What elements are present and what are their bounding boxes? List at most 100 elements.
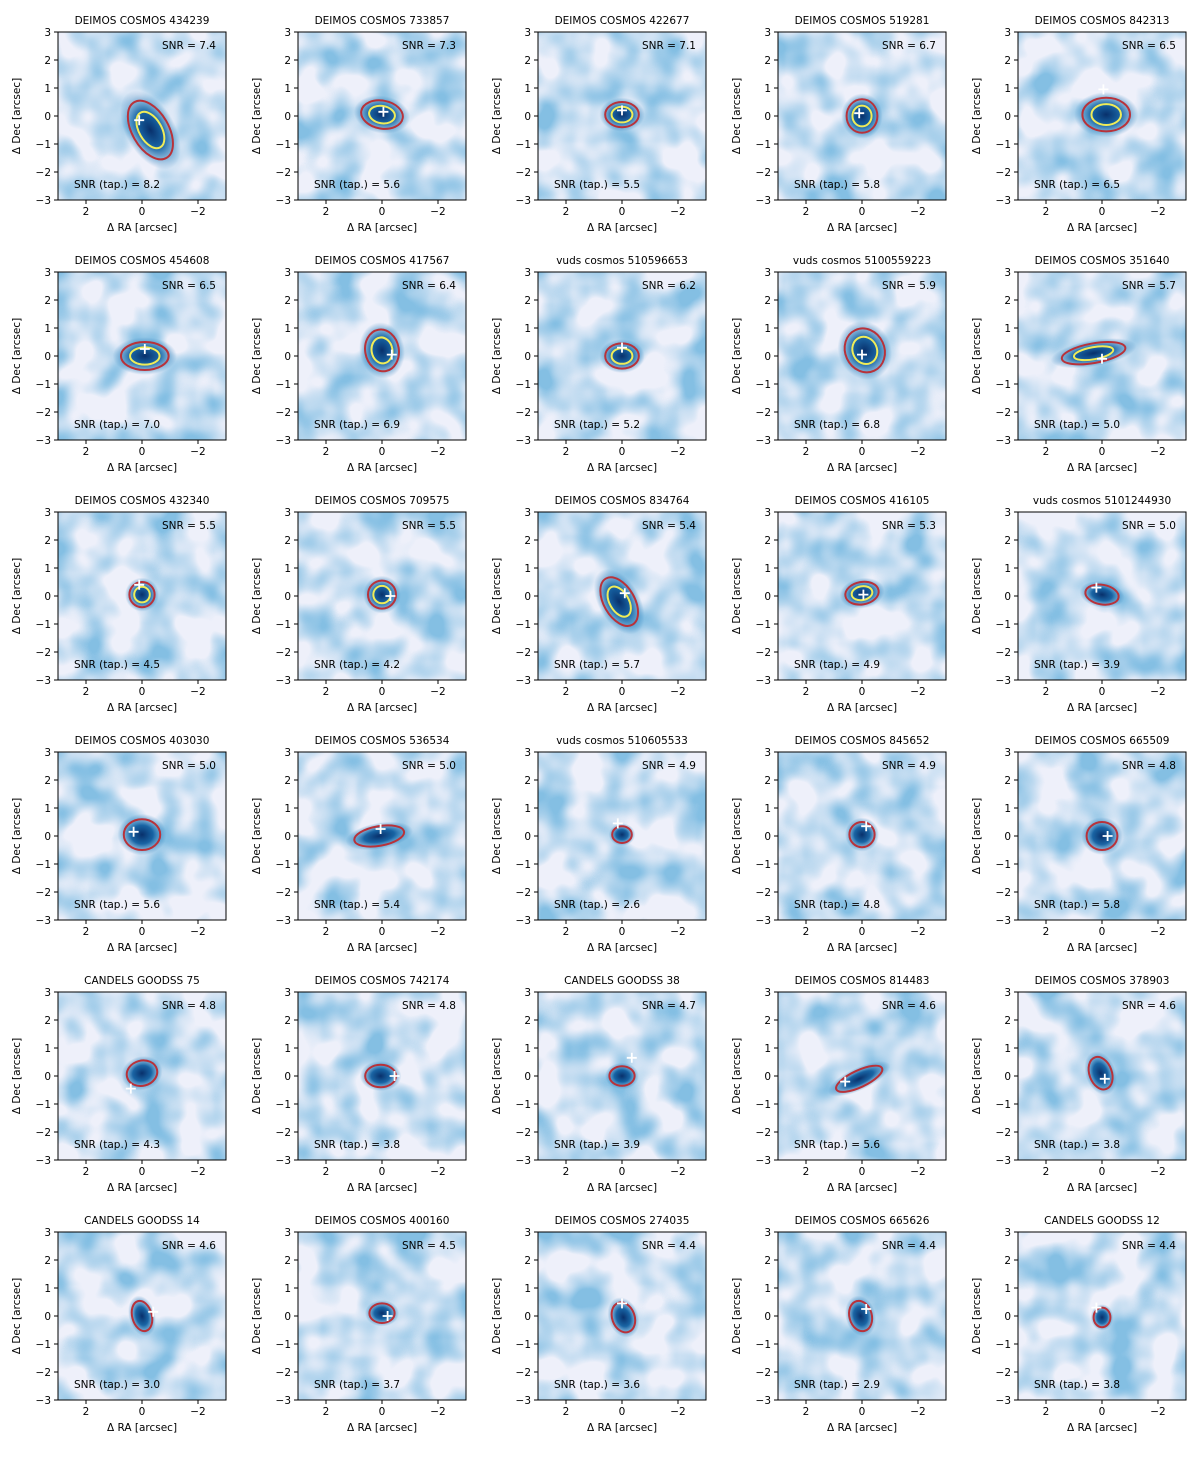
y-tick-label: −1: [756, 379, 771, 391]
outer-contour: [1060, 341, 1127, 366]
x-axis-label: Δ RA [arcsec]: [107, 702, 177, 714]
snr-tapered-label: SNR (tap.) = 2.6: [554, 899, 640, 911]
y-tick-label: 2: [524, 295, 531, 307]
position-marker: [382, 1311, 393, 1321]
x-tick-label: −2: [190, 686, 205, 698]
outer-contour: [1092, 1306, 1112, 1329]
y-axis-label: Δ Dec [arcsec]: [971, 318, 983, 394]
y-tick-label: 3: [764, 507, 771, 519]
y-tick-label: −2: [996, 407, 1011, 419]
snr-label: SNR = 4.6: [882, 1000, 936, 1012]
y-axis-label: Δ Dec [arcsec]: [491, 798, 503, 874]
snr-tapered-label: SNR (tap.) = 3.9: [1034, 659, 1120, 671]
position-marker: [858, 589, 869, 600]
x-tick-label: 0: [1099, 926, 1106, 938]
y-tick-label: 0: [284, 1311, 291, 1323]
y-tick-label: 1: [764, 323, 771, 335]
y-tick-label: −2: [996, 167, 1011, 179]
x-tick-label: 0: [1099, 686, 1106, 698]
y-tick-label: 3: [764, 267, 771, 279]
y-tick-label: −1: [276, 1099, 291, 1111]
snr-tapered-label: SNR (tap.) = 3.9: [554, 1139, 640, 1151]
position-marker: [125, 1083, 136, 1094]
position-marker: [378, 106, 389, 117]
y-tick-label: 3: [1004, 987, 1011, 999]
cutout-panel: 2 0 −2 −3 −2 −1 0 1 2 3 vuds cosmos 5100559223 SNR …: [731, 255, 947, 474]
y-tick-label: 0: [44, 831, 51, 843]
panel-title: DEIMOS COSMOS 709575: [315, 495, 450, 507]
snr-tapered-label: SNR (tap.) = 5.8: [794, 179, 880, 191]
y-tick-label: 3: [44, 987, 51, 999]
x-tick-label: 0: [619, 206, 626, 218]
y-tick-label: 1: [764, 803, 771, 815]
panel-title: DEIMOS COSMOS 403030: [75, 735, 210, 747]
cutout-panel: 2 0 −2 −3 −2 −1 0 1 2 3 DEIMOS COSMOS 454608 SNR = …: [11, 255, 227, 474]
panel-title: DEIMOS COSMOS 351640: [1035, 255, 1170, 267]
cutout-panel: 2 0 −2 −3 −2 −1 0 1 2 3 DEIMOS COSMOS 422677 SNR = …: [491, 15, 707, 234]
snr-tapered-label: SNR (tap.) = 2.9: [794, 1379, 880, 1391]
y-tick-label: −3: [516, 915, 531, 927]
y-tick-label: 2: [44, 775, 51, 787]
y-tick-label: −1: [276, 1339, 291, 1351]
y-tick-label: 0: [44, 111, 51, 123]
y-tick-label: 2: [764, 535, 771, 547]
snr-label: SNR = 5.0: [162, 760, 216, 772]
y-tick-label: −2: [516, 1127, 531, 1139]
snr-tapered-label: SNR (tap.) = 3.6: [554, 1379, 640, 1391]
y-tick-label: −1: [516, 859, 531, 871]
outer-contour: [122, 818, 162, 851]
y-axis-label: Δ Dec [arcsec]: [971, 1038, 983, 1114]
snr-label: SNR = 4.8: [1122, 760, 1176, 772]
y-axis-label: Δ Dec [arcsec]: [731, 558, 743, 634]
position-marker: [617, 342, 627, 353]
x-axis-label: Δ RA [arcsec]: [827, 1422, 897, 1434]
y-tick-label: −2: [36, 1127, 51, 1139]
position-marker: [619, 588, 630, 599]
snr-label: SNR = 5.5: [402, 520, 456, 532]
x-tick-label: −2: [670, 926, 685, 938]
snr-tapered-label: SNR (tap.) = 3.8: [314, 1139, 400, 1151]
flux-map: [1018, 32, 1186, 200]
cutout-panel: 2 0 −2 −3 −2 −1 0 1 2 3 DEIMOS COSMOS 665626 SNR = …: [731, 1215, 947, 1434]
cutout-panel: 2 0 −2 −3 −2 −1 0 1 2 3 DEIMOS COSMOS 432340 SNR = …: [11, 495, 227, 714]
y-tick-label: −3: [996, 1395, 1011, 1407]
y-tick-label: 3: [1004, 267, 1011, 279]
y-tick-label: 0: [44, 1311, 51, 1323]
y-tick-label: −1: [996, 619, 1011, 631]
x-tick-label: 0: [619, 1406, 626, 1418]
outer-contour: [845, 98, 879, 134]
cutout-panel: 2 0 −2 −3 −2 −1 0 1 2 3 DEIMOS COSMOS 536534 SNR = …: [251, 735, 467, 954]
flux-map: [58, 1232, 226, 1400]
panel-title: DEIMOS COSMOS 842313: [1035, 15, 1170, 27]
y-tick-label: 2: [764, 1255, 771, 1267]
y-tick-label: −3: [756, 675, 771, 687]
panel-title: DEIMOS COSMOS 432340: [75, 495, 210, 507]
y-tick-label: −2: [756, 647, 771, 659]
y-axis-label: Δ Dec [arcsec]: [251, 78, 263, 154]
y-tick-label: 0: [764, 831, 771, 843]
y-tick-label: −2: [36, 887, 51, 899]
y-tick-label: −1: [276, 619, 291, 631]
panel-title: DEIMOS COSMOS 536534: [315, 735, 450, 747]
y-tick-label: 1: [44, 83, 51, 95]
position-marker: [617, 105, 627, 116]
y-tick-label: −1: [756, 859, 771, 871]
x-axis-label: Δ RA [arcsec]: [827, 702, 897, 714]
y-tick-label: −3: [276, 195, 291, 207]
cutout-panel: 2 0 −2 −3 −2 −1 0 1 2 3 DEIMOS COSMOS 400160 SNR = …: [251, 1215, 467, 1434]
y-tick-label: 1: [44, 563, 51, 575]
snr-label: SNR = 6.2: [642, 280, 696, 292]
y-tick-label: −3: [756, 915, 771, 927]
inner-contour: [135, 110, 166, 150]
y-tick-label: −1: [996, 139, 1011, 151]
snr-tapered-label: SNR (tap.) = 5.4: [314, 899, 400, 911]
y-axis-label: Δ Dec [arcsec]: [491, 78, 503, 154]
cutout-panel: 2 0 −2 −3 −2 −1 0 1 2 3 DEIMOS COSMOS 834764 SNR = …: [491, 495, 707, 714]
y-tick-label: 1: [524, 1043, 531, 1055]
y-tick-label: −2: [516, 647, 531, 659]
snr-tapered-label: SNR (tap.) = 4.5: [74, 659, 160, 671]
y-tick-label: −3: [996, 195, 1011, 207]
snr-label: SNR = 6.7: [882, 40, 936, 52]
y-tick-label: 2: [44, 535, 51, 547]
